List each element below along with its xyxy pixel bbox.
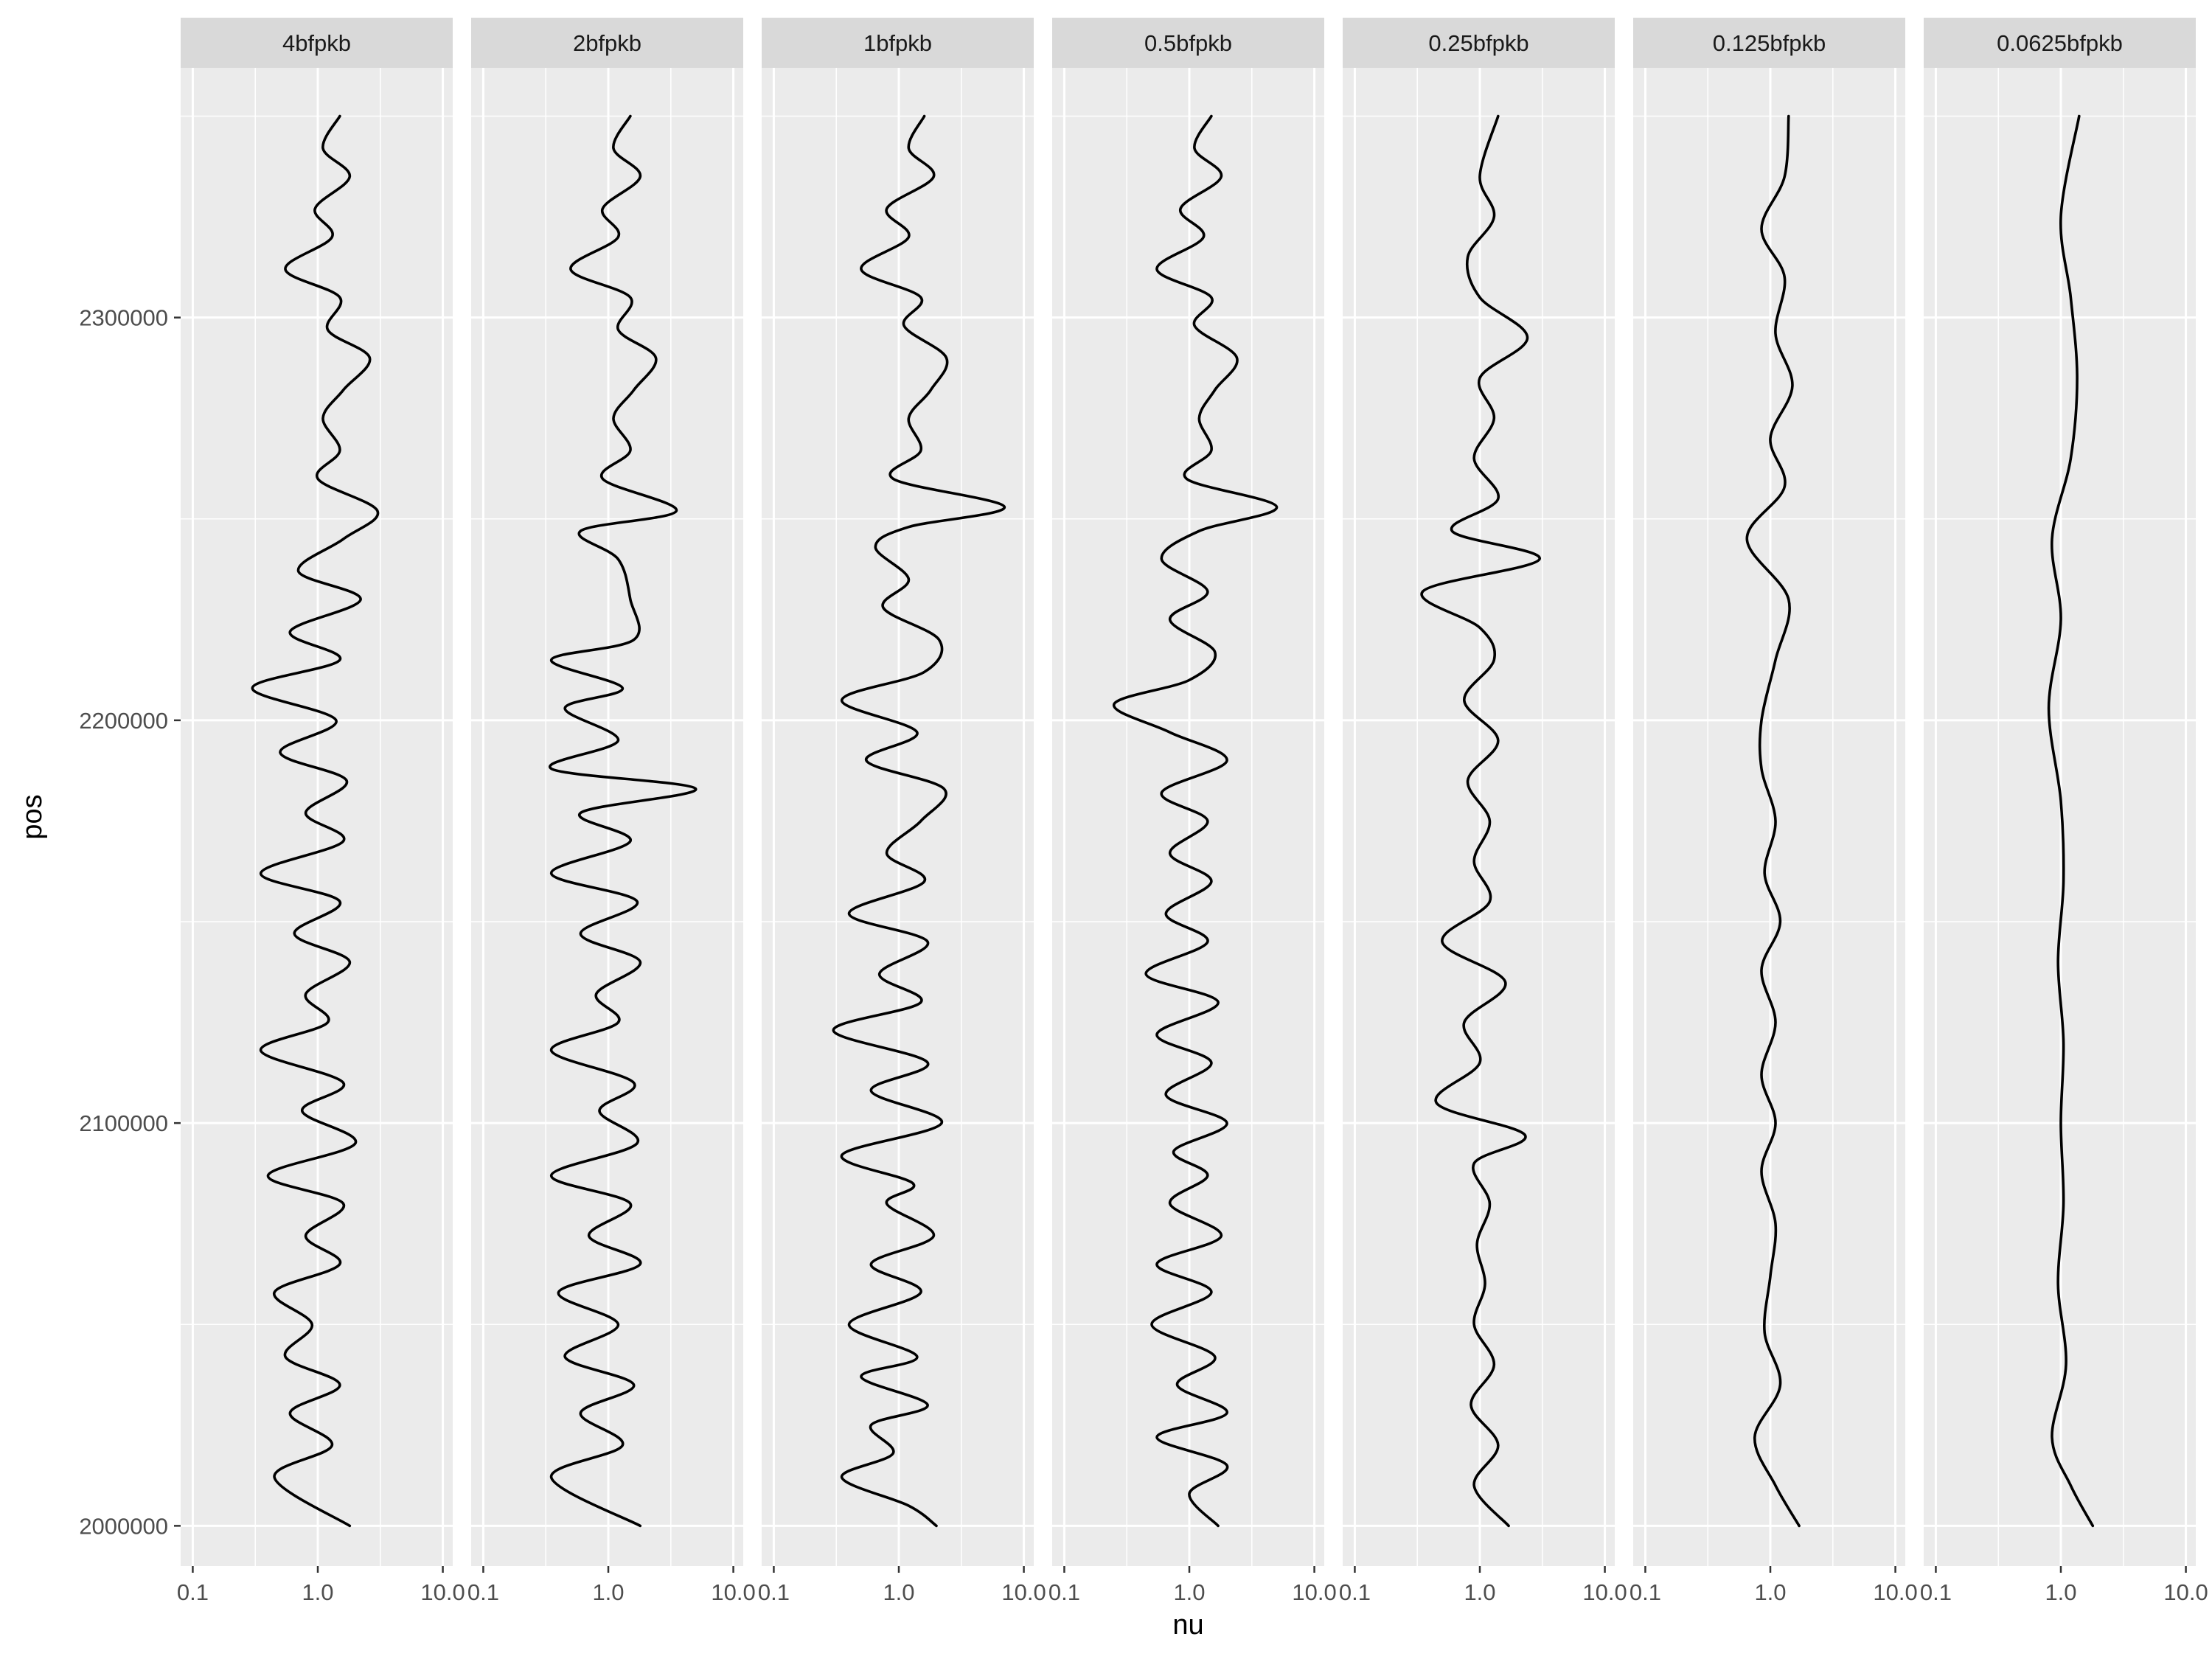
facet-strip bbox=[1924, 18, 2196, 68]
panel-background bbox=[762, 68, 1034, 1566]
x-tick-label: 10.0 bbox=[2163, 1579, 2208, 1605]
x-tick-label: 0.1 bbox=[758, 1579, 790, 1605]
x-tick-label: 0.1 bbox=[467, 1579, 499, 1605]
facet-strip bbox=[1343, 18, 1615, 68]
x-tick-label: 0.1 bbox=[177, 1579, 209, 1605]
nu-series-line bbox=[1745, 114, 1801, 1528]
x-tick-label: 10.0 bbox=[1582, 1579, 1627, 1605]
x-tick-label: 10.0 bbox=[1873, 1579, 1917, 1605]
x-tick-label: 1.0 bbox=[1173, 1579, 1205, 1605]
facet-strip bbox=[1633, 18, 1905, 68]
y-tick-label: 2300000 bbox=[79, 305, 168, 331]
facet-strip-label: 0.25bfpkb bbox=[1428, 30, 1528, 56]
panel-background bbox=[1924, 68, 2196, 1566]
facet-strip-label: 0.0625bfpkb bbox=[1997, 30, 2123, 56]
facet-panel: 1bfpkb 0.1 1.0 10.0 bbox=[758, 18, 1046, 1605]
x-tick-label: 10.0 bbox=[420, 1579, 465, 1605]
x-tick-label: 1.0 bbox=[1464, 1579, 1495, 1605]
facet-strip bbox=[762, 18, 1034, 68]
y-tick-label: 2200000 bbox=[79, 708, 168, 734]
nu-series-line bbox=[251, 114, 380, 1528]
panel-background bbox=[1052, 68, 1324, 1566]
x-tick-label: 0.1 bbox=[1048, 1579, 1080, 1605]
facet-panels: 4bfpkb 0.1 1.0 10.0 2bfpkb 0.1 1.0 10.0 1bfpkb 0.… bbox=[177, 18, 2208, 1605]
facet-panel: 0.5bfpkb 0.1 1.0 10.0 bbox=[1048, 18, 1337, 1605]
facet-strip-label: 2bfpkb bbox=[573, 30, 641, 56]
x-tick-label: 1.0 bbox=[592, 1579, 624, 1605]
x-tick-label: 10.0 bbox=[1292, 1579, 1336, 1605]
facet-strip bbox=[1052, 18, 1324, 68]
y-tick-label: 2000000 bbox=[79, 1513, 168, 1539]
y-axis-title: pos bbox=[17, 794, 48, 839]
facet-strip bbox=[181, 18, 453, 68]
x-tick-label: 0.1 bbox=[1630, 1579, 1661, 1605]
facet-panel: 2bfpkb 0.1 1.0 10.0 bbox=[467, 18, 756, 1605]
x-tick-label: 1.0 bbox=[302, 1579, 333, 1605]
x-tick-label: 10.0 bbox=[711, 1579, 755, 1605]
y-axis: 2000000 2100000 2200000 2300000 bbox=[79, 305, 181, 1539]
x-tick-label: 1.0 bbox=[883, 1579, 914, 1605]
facet-strip-label: 4bfpkb bbox=[282, 30, 351, 56]
x-tick-label: 1.0 bbox=[1754, 1579, 1786, 1605]
nu-series-line bbox=[832, 114, 1006, 1528]
nu-series-line bbox=[2047, 114, 2095, 1528]
x-tick-label: 1.0 bbox=[2045, 1579, 2076, 1605]
facet-panel: 0.25bfpkb 0.1 1.0 10.0 bbox=[1339, 18, 1627, 1605]
x-tick-label: 0.1 bbox=[1339, 1579, 1371, 1605]
facet-strip-label: 0.5bfpkb bbox=[1144, 30, 1232, 56]
facet-panel: 4bfpkb 0.1 1.0 10.0 bbox=[177, 18, 465, 1605]
x-tick-label: 10.0 bbox=[1001, 1579, 1046, 1605]
x-axis-title: nu bbox=[1172, 1610, 1203, 1641]
facet-panel: 0.0625bfpkb 0.1 1.0 10.0 bbox=[1920, 18, 2208, 1605]
nu-series-line bbox=[1113, 114, 1279, 1528]
panel-background bbox=[1343, 68, 1615, 1566]
facet-strip-label: 0.125bfpkb bbox=[1713, 30, 1826, 56]
panel-background bbox=[181, 68, 453, 1566]
panel-background bbox=[1633, 68, 1905, 1566]
nu-series-line bbox=[1420, 114, 1541, 1528]
panel-background bbox=[471, 68, 743, 1566]
nu-series-line bbox=[548, 114, 698, 1528]
x-tick-label: 0.1 bbox=[1920, 1579, 1952, 1605]
facet-strip bbox=[471, 18, 743, 68]
facet-panel: 0.125bfpkb 0.1 1.0 10.0 bbox=[1630, 18, 1918, 1605]
y-tick-label: 2100000 bbox=[79, 1110, 168, 1136]
facet-strip-label: 1bfpkb bbox=[863, 30, 932, 56]
